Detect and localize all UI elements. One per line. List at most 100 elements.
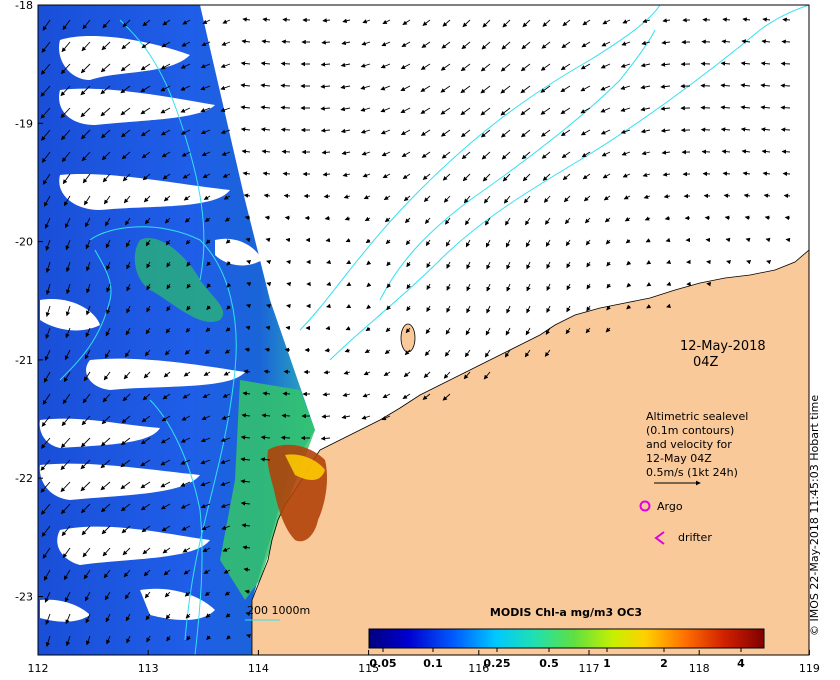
- velocity-arrow: [83, 371, 91, 382]
- velocity-arrow: [160, 503, 171, 510]
- velocity-arrow: [440, 107, 451, 115]
- velocity-arrow: [182, 547, 191, 553]
- velocity-arrow: [241, 39, 251, 44]
- velocity-arrow: [120, 63, 131, 72]
- velocity-arrow: [144, 349, 151, 357]
- velocity-arrow: [386, 305, 391, 311]
- legend-line2: (0.1m contours): [646, 424, 734, 437]
- velocity-arrow: [340, 128, 351, 134]
- velocity-arrow: [380, 129, 391, 135]
- velocity-arrow: [81, 151, 91, 162]
- velocity-arrow: [60, 459, 71, 471]
- velocity-arrow: [462, 173, 471, 182]
- velocity-arrow: [182, 19, 191, 25]
- velocity-arrow: [640, 84, 651, 90]
- velocity-arrow: [266, 303, 271, 309]
- velocity-arrow: [320, 62, 331, 67]
- velocity-arrow: [565, 239, 571, 247]
- velocity-arrow: [181, 151, 191, 157]
- colorbar-tick-label: 0.1: [423, 657, 443, 670]
- velocity-arrow: [324, 347, 331, 353]
- velocity-arrow: [204, 591, 211, 596]
- velocity-arrow: [580, 85, 591, 92]
- velocity-arrow: [481, 151, 491, 160]
- velocity-arrow: [266, 282, 272, 287]
- velocity-arrow: [186, 283, 192, 289]
- velocity-arrow: [282, 171, 291, 177]
- velocity-arrow: [406, 261, 411, 268]
- velocity-arrow: [421, 151, 431, 158]
- velocity-arrow: [145, 613, 151, 621]
- velocity-arrow: [423, 371, 431, 378]
- velocity-arrow: [203, 195, 211, 200]
- velocity-arrow: [485, 239, 491, 248]
- velocity-arrow: [780, 127, 791, 132]
- velocity-arrow: [583, 195, 591, 202]
- velocity-arrow: [520, 63, 531, 72]
- velocity-arrow: [100, 129, 111, 139]
- velocity-arrow: [504, 349, 511, 358]
- velocity-arrow: [201, 41, 211, 47]
- velocity-arrow: [261, 149, 271, 154]
- velocity-arrow: [225, 327, 231, 332]
- velocity-arrow: [444, 349, 451, 357]
- velocity-arrow: [265, 237, 271, 243]
- velocity-arrow: [362, 19, 371, 24]
- velocity-arrow: [580, 129, 591, 136]
- velocity-arrow: [221, 525, 231, 530]
- velocity-arrow: [206, 635, 211, 641]
- velocity-arrow: [420, 129, 431, 136]
- velocity-arrow: [506, 305, 511, 314]
- velocity-arrow: [260, 83, 271, 88]
- velocity-arrow: [226, 304, 232, 310]
- velocity-arrow: [226, 260, 232, 266]
- velocity-arrow: [404, 217, 411, 224]
- chlorophyll-plume: [134, 238, 224, 323]
- velocity-arrow: [242, 171, 251, 176]
- velocity-arrow: [606, 261, 611, 267]
- velocity-arrow: [360, 63, 371, 68]
- velocity-arrow: [45, 283, 51, 295]
- velocity-arrow: [122, 393, 131, 402]
- velocity-arrows: [40, 17, 791, 647]
- velocity-arrow: [240, 127, 251, 132]
- velocity-arrow: [121, 151, 131, 160]
- plot-frame: [37, 4, 810, 656]
- velocity-arrow: [165, 613, 171, 620]
- velocity-arrow: [566, 261, 571, 269]
- velocity-arrow: [544, 349, 551, 357]
- velocity-arrow: [140, 459, 151, 467]
- velocity-arrow: [45, 327, 51, 339]
- velocity-arrow: [123, 371, 131, 380]
- velocity-arrow: [400, 107, 411, 114]
- velocity-arrow: [160, 107, 171, 114]
- drifter-icon: [654, 531, 665, 545]
- velocity-arrow: [762, 17, 771, 22]
- velocity-arrow: [182, 393, 191, 399]
- velocity-arrow: [400, 85, 411, 92]
- velocity-arrow: [442, 173, 451, 181]
- velocity-arrow: [143, 371, 151, 379]
- velocity-arrow: [485, 327, 491, 336]
- velocity-arrow: [381, 41, 391, 47]
- velocity-arrow: [346, 303, 352, 309]
- velocity-arrow: [140, 129, 151, 137]
- velocity-arrow: [120, 85, 131, 94]
- x-tick-label: 112: [28, 662, 49, 675]
- velocity-arrow: [100, 437, 111, 447]
- velocity-arrow: [201, 151, 211, 157]
- velocity-arrow: [385, 239, 391, 245]
- velocity-arrow: [126, 305, 131, 314]
- velocity-arrow: [466, 261, 471, 270]
- velocity-arrow: [626, 304, 632, 310]
- velocity-arrow: [246, 282, 252, 287]
- velocity-arrow: [283, 369, 291, 375]
- velocity-arrow: [166, 283, 171, 290]
- velocity-arrow: [502, 19, 511, 28]
- velocity-arrow: [62, 173, 71, 185]
- colorbar-title: MODIS Chl-a mg/m3 OC3: [490, 606, 642, 619]
- velocity-arrow: [325, 237, 331, 243]
- velocity-arrow: [401, 151, 411, 157]
- velocity-arrow: [260, 435, 271, 440]
